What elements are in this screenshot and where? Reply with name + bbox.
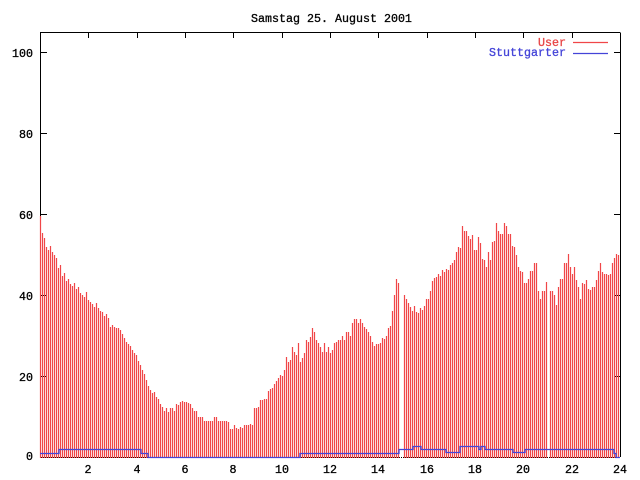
svg-text:60: 60 bbox=[19, 209, 33, 223]
svg-text:16: 16 bbox=[420, 463, 434, 477]
svg-text:20: 20 bbox=[516, 463, 530, 477]
svg-text:2: 2 bbox=[85, 463, 92, 477]
svg-text:Stuttgarter: Stuttgarter bbox=[489, 46, 566, 60]
svg-text:10: 10 bbox=[275, 463, 289, 477]
svg-text:18: 18 bbox=[468, 463, 482, 477]
svg-text:4: 4 bbox=[134, 463, 141, 477]
svg-text:40: 40 bbox=[19, 290, 33, 304]
svg-text:80: 80 bbox=[19, 128, 33, 142]
svg-text:8: 8 bbox=[230, 463, 237, 477]
svg-text:12: 12 bbox=[323, 463, 337, 477]
svg-text:0: 0 bbox=[26, 450, 33, 464]
svg-text:14: 14 bbox=[371, 463, 385, 477]
svg-text:20: 20 bbox=[19, 371, 33, 385]
svg-text:6: 6 bbox=[182, 463, 189, 477]
svg-text:100: 100 bbox=[12, 47, 33, 61]
svg-text:22: 22 bbox=[565, 463, 579, 477]
svg-text:Samstag 25. August 2001: Samstag 25. August 2001 bbox=[251, 12, 412, 26]
svg-text:User: User bbox=[538, 36, 566, 50]
svg-text:24: 24 bbox=[613, 463, 627, 477]
